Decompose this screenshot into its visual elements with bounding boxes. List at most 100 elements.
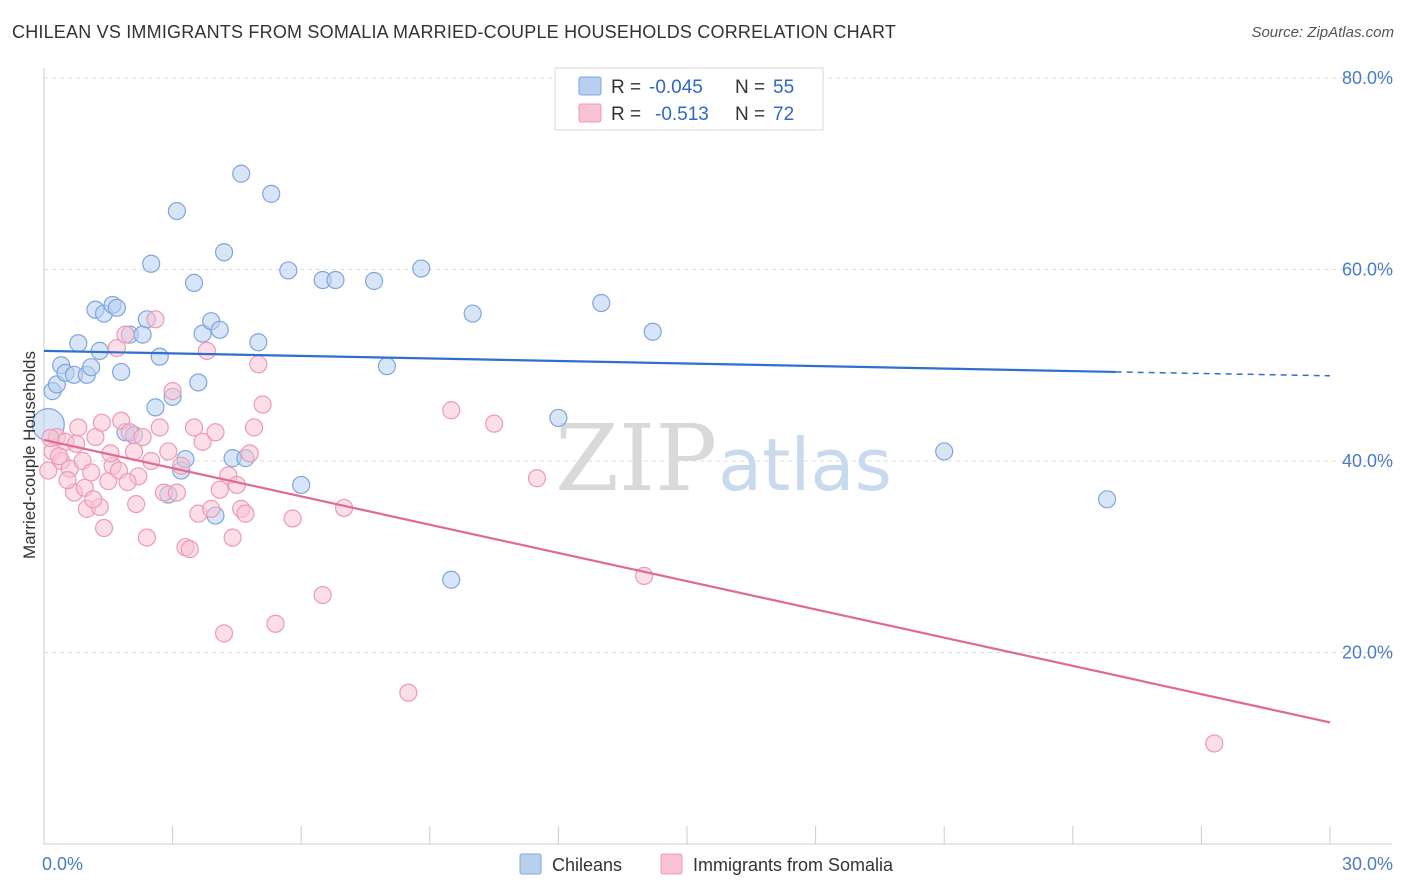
somalia-point-24 [142, 451, 161, 471]
chileans-point-41 [292, 475, 311, 495]
somalia-point-44 [227, 475, 246, 495]
chileans-point-8 [82, 358, 101, 377]
legend-r-value-2: -0.513 [655, 104, 709, 125]
series-chileans-points [31, 92, 1117, 589]
somalia-point-22 [133, 427, 152, 447]
y-tick-label-0: 20.0% [1342, 643, 1393, 663]
chileans-point-48 [463, 304, 482, 323]
chileans-point-52 [643, 322, 662, 341]
somalia-point-57 [485, 414, 504, 433]
somalia-point-43 [223, 528, 242, 547]
chileans-trend-line [43, 349, 1116, 374]
legend-r-label-1: R = [611, 77, 641, 98]
somalia-point-48 [244, 418, 264, 437]
chart-title: CHILEAN VS IMMIGRANTS FROM SOMALIA MARRI… [12, 22, 897, 42]
chileans-point-39 [262, 184, 281, 203]
somalia-point-53 [313, 585, 332, 605]
chileans-point-43 [326, 270, 345, 290]
chileans-point-13 [107, 298, 126, 317]
bottom-legend-label-somalia: Immigrants from Somalia [693, 855, 894, 875]
somalia-point-13 [94, 518, 114, 538]
somalia-point-29 [163, 382, 182, 401]
somalia-point-0 [39, 461, 58, 480]
legend-n-label-2: N = [735, 104, 765, 125]
legend-n-value-2: 72 [773, 104, 794, 125]
x-tick-label-0: 0.0% [42, 854, 83, 874]
series-somalia-points [39, 310, 1224, 753]
legend: R = -0.045 N = 55 R = -0.513 N = 72 [554, 67, 824, 131]
chileans-point-44 [364, 271, 384, 291]
legend-swatch-pink [578, 103, 602, 123]
somalia-point-50 [253, 395, 272, 414]
chileans-point-50 [592, 293, 611, 313]
bottom-legend: Chileans Immigrants from Somalia [519, 853, 894, 875]
somalia-point-52 [283, 509, 302, 528]
chileans-point-33 [210, 320, 229, 339]
chileans-point-36 [232, 164, 251, 183]
legend-n-label-1: N = [735, 77, 765, 98]
somalia-point-41 [214, 624, 234, 643]
chileans-point-25 [167, 201, 186, 221]
chileans-point-30 [193, 324, 212, 343]
y-tick-labels: 20.0% 40.0% 60.0% 80.0% [1342, 68, 1393, 663]
chileans-point-14 [112, 362, 131, 382]
somalia-point-38 [202, 499, 221, 518]
somalia-point-61 [41, 428, 60, 448]
legend-r-label-2: R = [611, 104, 641, 125]
somalia-point-7 [69, 418, 88, 437]
chileans-point-53 [935, 442, 954, 461]
legend-n-value-1: 55 [773, 77, 794, 98]
somalia-point-71 [127, 494, 146, 514]
legend-swatch-blue [578, 76, 602, 96]
somalia-point-26 [150, 418, 169, 437]
grid-lines [44, 77, 1392, 653]
somalia-point-58 [527, 469, 547, 488]
chileans-point-49 [549, 408, 568, 428]
somalia-point-30 [167, 483, 186, 502]
x-tick-labels: 0.0% 30.0% [42, 854, 1393, 874]
somalia-point-18 [116, 325, 135, 344]
x-tick-label-1: 30.0% [1342, 854, 1393, 874]
legend-r-value-1: -0.045 [649, 77, 703, 98]
chileans-point-6 [69, 334, 88, 353]
somalia-point-66 [84, 490, 103, 509]
somalia-point-51 [266, 614, 285, 633]
trend-lines [43, 349, 1331, 724]
y-tick-label-1: 40.0% [1342, 451, 1393, 471]
chileans-point-40 [279, 261, 298, 280]
somalia-trend-line [43, 438, 1331, 724]
chileans-point-45 [377, 357, 397, 376]
somalia-point-49 [249, 355, 268, 374]
chileans-point-54 [1097, 490, 1117, 509]
bottom-legend-label-chileans: Chileans [552, 855, 622, 875]
chileans-point-20 [142, 254, 161, 273]
watermark-zip: ZIP [555, 405, 717, 512]
chileans-point-22 [150, 347, 169, 366]
chileans-point-46 [412, 259, 431, 278]
chart-source: Source: ZipAtlas.com [1251, 24, 1394, 41]
chileans-point-47 [442, 570, 461, 589]
watermark-atlas: atlas [718, 423, 892, 507]
chileans-point-29 [189, 373, 208, 392]
somalia-point-64 [67, 434, 86, 453]
somalia-point-28 [159, 442, 178, 461]
somalia-point-56 [442, 401, 461, 420]
chileans-point-38 [249, 333, 268, 352]
somalia-point-47 [240, 444, 259, 463]
chileans-point-21 [146, 398, 165, 417]
somalia-point-63 [58, 471, 77, 490]
somalia-point-23 [137, 528, 156, 547]
somalia-point-40 [210, 480, 229, 499]
chileans-trend-line-extension [1115, 371, 1331, 377]
y-tick-label-2: 60.0% [1342, 260, 1393, 280]
somalia-point-46 [236, 504, 255, 523]
chileans-point-28 [184, 273, 204, 293]
watermark: ZIP atlas [555, 405, 892, 512]
somalia-point-10 [82, 463, 101, 482]
somalia-point-67 [92, 413, 111, 432]
bottom-legend-swatch-chileans [519, 853, 542, 875]
somalia-point-62 [49, 447, 69, 466]
bottom-legend-swatch-somalia [660, 853, 683, 875]
chileans-point-18 [133, 325, 152, 344]
